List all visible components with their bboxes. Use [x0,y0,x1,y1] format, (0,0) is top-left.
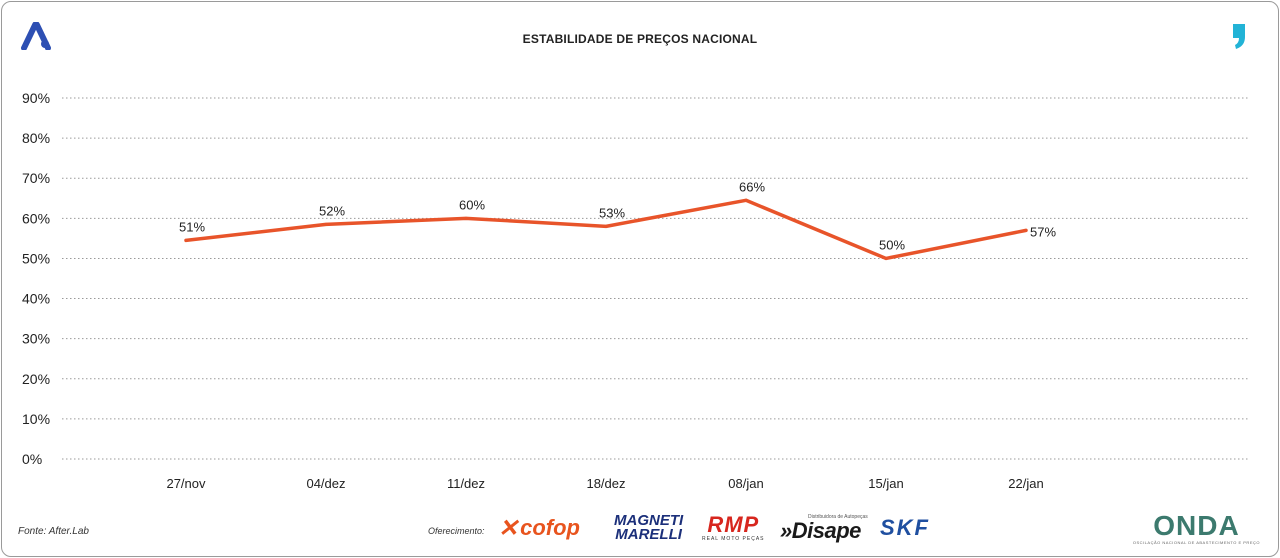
after-lab-logo-icon [21,22,51,50]
data-point [604,224,608,228]
cofop-x-icon: ✕ [498,514,519,542]
data-label: 50% [879,237,905,252]
data-point [184,238,188,242]
x-tick-label: 08/jan [728,476,763,491]
chart-title: ESTABILIDADE DE PREÇOS NACIONAL [522,32,758,46]
x-tick-label: 18/dez [586,476,625,491]
data-label: 53% [599,205,625,220]
data-label: 51% [179,219,205,234]
x-tick-label: 11/dez [447,476,485,491]
disape-logo-word: Disape [791,518,862,543]
onda-logo: ONDA OSCILAÇÃO NACIONAL DE ABASTECIMENTO… [1132,510,1260,546]
y-tick-label: 50% [22,250,50,266]
data-label: 60% [459,197,485,212]
data-label: 57% [1030,224,1056,239]
magneti-logo-line2: MARELLI [615,526,682,543]
y-tick-label: 30% [22,331,50,347]
magneti-marelli-logo: MAGNETI MARELLI [614,510,683,546]
rmp-logo: RMP REAL MOTO PEÇAS [702,510,765,546]
y-tick-label: 80% [22,130,50,146]
disape-logo-subtext: Distribuidora de Autopeças [808,514,868,520]
rmp-logo-subtext: REAL MOTO PEÇAS [702,536,765,542]
data-point [324,222,328,226]
skf-logo-text: SKF [880,515,930,540]
y-tick-label: 10% [22,411,50,427]
cofop-logo: ✕ cofop [498,510,580,546]
magneti-logo-line1: MAGNETI [614,512,684,529]
data-label: 52% [319,203,345,218]
y-tick-label: 70% [22,170,50,186]
data-point [884,256,888,260]
y-tick-label: 90% [22,90,50,106]
x-tick-label: 22/jan [1008,476,1043,491]
y-tick-label: 20% [22,371,50,387]
quote-mark-icon [1233,24,1245,49]
onda-logo-text: ONDA [1153,510,1240,541]
cofop-logo-text: cofop [520,515,580,540]
x-tick-label: 04/dez [306,476,345,491]
onda-logo-subtext: OSCILAÇÃO NACIONAL DE ABASTECIMENTO E PR… [1132,540,1260,545]
y-tick-label: 40% [22,291,50,307]
data-label: 66% [739,179,765,194]
x-tick-label: 15/jan [868,476,903,491]
y-tick-label: 60% [22,210,50,226]
sponsor-label: Oferecimento: [428,526,485,536]
source-note: Fonte: After.Lab [18,526,89,537]
disape-logo: Distribuidora de Autopeças »Disape [780,510,868,546]
data-point [464,216,468,220]
skf-logo: SKF [880,510,930,546]
x-tick-label: 27/nov [166,476,206,491]
data-point [744,198,748,202]
disape-logo-text: »Disape [780,518,862,543]
rmp-logo-text: RMP [707,512,760,537]
y-tick-label: 0% [22,451,42,467]
data-point [1024,228,1028,232]
